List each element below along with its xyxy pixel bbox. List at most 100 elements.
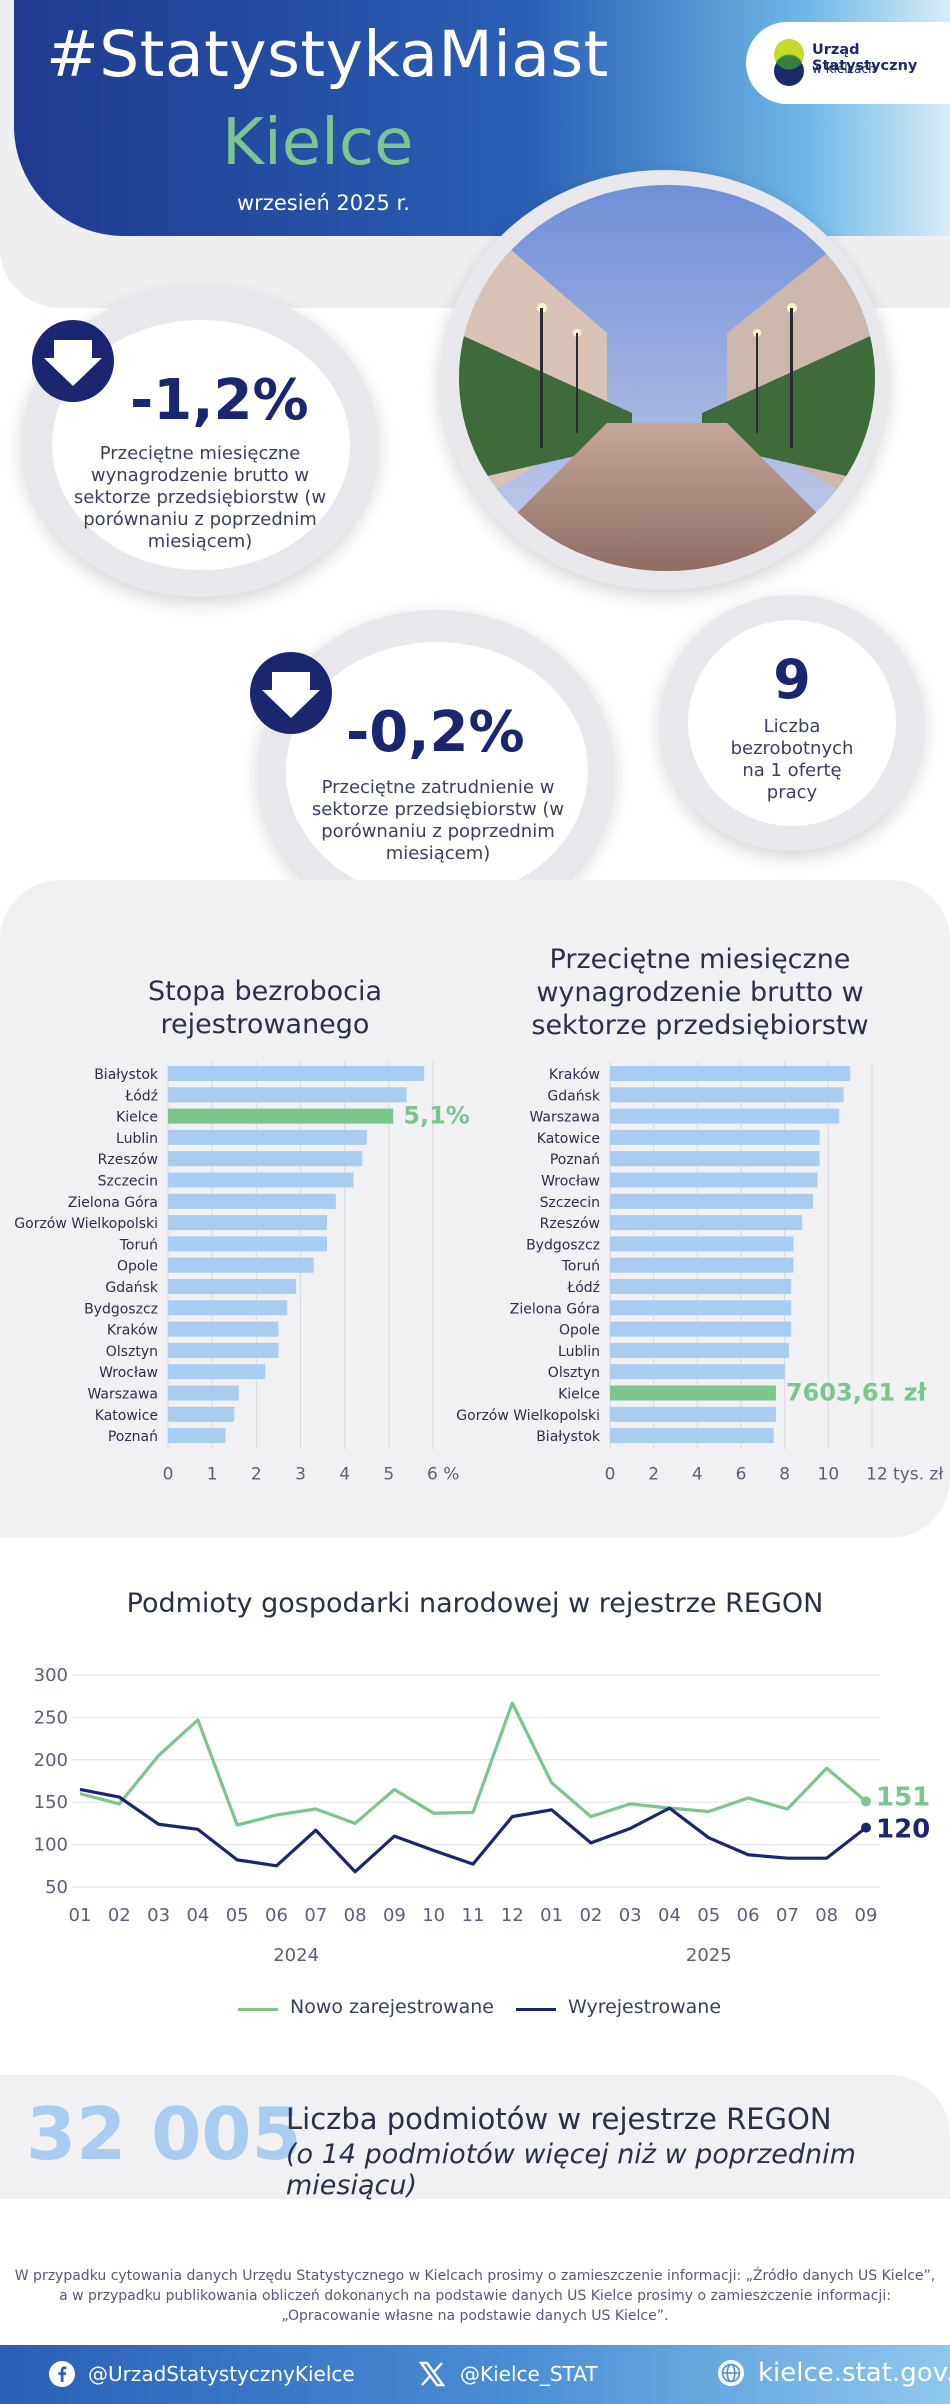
bar: [168, 1129, 367, 1145]
category-label: Lublin: [116, 1131, 158, 1147]
category-label: Rzeszów: [98, 1152, 158, 1168]
category-label: Rzeszów: [540, 1216, 600, 1232]
regon-total-box: [0, 2075, 950, 2199]
employment-kpi-card: [286, 642, 588, 900]
arrow-down-icon: [32, 320, 114, 402]
bar: [168, 1151, 363, 1167]
bar: [610, 1172, 818, 1188]
category-label: Gdańsk: [105, 1280, 158, 1296]
x-tick-label: 12: [501, 1905, 524, 1926]
category-label: Olsztyn: [106, 1344, 158, 1360]
series-end-point: [861, 1796, 871, 1807]
regon-total-value: 32 005: [26, 2092, 302, 2176]
category-label: Zielona Góra: [68, 1195, 158, 1211]
category-label: Gorzów Wielkopolski: [14, 1216, 158, 1232]
x-tick-label: 4: [692, 1464, 703, 1484]
city-name: Kielce: [222, 106, 414, 180]
category-label: Olsztyn: [548, 1365, 600, 1381]
x-tick-label: 08: [815, 1905, 838, 1926]
disclaimer-line: a w przypadku publikowania obliczeń doko…: [59, 2288, 891, 2304]
category-label: Toruń: [119, 1237, 158, 1253]
legend-swatch-deregistered: [516, 2008, 556, 2011]
category-label: Bydgoszcz: [84, 1301, 158, 1317]
facebook-handle: @UrzadStatystycznyKielce: [88, 2362, 355, 2386]
bar: [610, 1342, 790, 1358]
disclaimer-line: „Opracowanie własne na podstawie danych …: [281, 2308, 669, 2324]
category-label: Kraków: [107, 1323, 158, 1339]
category-label: Wrocław: [541, 1174, 600, 1190]
bar: [610, 1236, 794, 1252]
wage-chart-title: Przeciętne miesięczne wynagrodzenie brut…: [531, 944, 869, 1041]
bar: [610, 1406, 776, 1422]
bar: [168, 1321, 279, 1337]
x-tick-label: 03: [619, 1905, 642, 1926]
highlight-bar: [610, 1385, 776, 1401]
x-tick-label: 06: [737, 1905, 760, 1926]
x-icon: [418, 2361, 446, 2387]
category-label: Opole: [559, 1323, 600, 1339]
bar: [168, 1300, 288, 1316]
regon-total-label: Liczba podmiotów w rejestrze REGON: [286, 2102, 832, 2136]
x-tick-label: 02: [579, 1905, 602, 1926]
bar: [168, 1385, 239, 1401]
wage-change-description: Przeciętne miesięczne wynagrodzenie brut…: [73, 443, 327, 552]
x-tick-label: 5: [383, 1464, 394, 1484]
x-tick-label: 3: [295, 1464, 306, 1484]
x-tick-label: 09: [383, 1905, 406, 1926]
globe-icon: [718, 2360, 744, 2386]
category-label: Łódź: [124, 1088, 158, 1104]
arrow-down-icon: [250, 652, 332, 734]
legend-label-deregistered: Wyrejestrowane: [568, 1996, 722, 2018]
bar: [610, 1087, 844, 1103]
city-street-photo: [459, 185, 875, 571]
category-label: Katowice: [95, 1408, 158, 1424]
x-tick-label: 04: [658, 1905, 681, 1926]
year-label: 2024: [273, 1945, 319, 1965]
category-label: Poznań: [550, 1152, 600, 1168]
category-label: Białystok: [94, 1067, 159, 1083]
year-label: 2025: [686, 1945, 732, 1965]
website-link[interactable]: kielce.stat.gov.pl: [716, 2358, 950, 2388]
category-label: Kraków: [549, 1067, 600, 1083]
x-tick-label: 08: [344, 1905, 367, 1926]
x-tick-label: 03: [147, 1905, 170, 1926]
y-tick-label: 250: [34, 1707, 68, 1728]
bar: [168, 1066, 425, 1081]
facebook-icon: [49, 2361, 75, 2387]
x-tick-label: 10: [818, 1464, 840, 1484]
hashtag-title: #StatystykaMiast: [46, 18, 609, 91]
x-tick-label: 06: [265, 1905, 288, 1926]
regon-total-change: (o 14 podmiotów więcej niż w poprzednim …: [286, 2139, 856, 2201]
website-url: kielce.stat.gov.pl: [758, 2358, 950, 2388]
category-label: Szczecin: [98, 1174, 158, 1190]
bar: [610, 1257, 794, 1273]
category-label: Warszawa: [87, 1387, 158, 1403]
bar: [168, 1193, 336, 1209]
category-label: Zielona Góra: [510, 1301, 600, 1317]
logo-subtext: w Kielcach: [812, 62, 876, 76]
x-tick-label: 4: [339, 1464, 350, 1484]
employment-change-value: -0,2%: [346, 700, 525, 765]
bar: [610, 1300, 792, 1316]
highlight-value-label: 7603,61 zł: [786, 1379, 928, 1407]
x-tick-label: 2: [648, 1464, 659, 1484]
x-tick-label: 09: [855, 1905, 878, 1926]
series-end-label: 151: [876, 1782, 930, 1812]
category-label: Łódź: [566, 1280, 600, 1296]
regon-chart-title: Podmioty gospodarki narodowej w rejestrz…: [126, 1588, 824, 1619]
category-label: Wrocław: [99, 1365, 158, 1381]
category-label: Szczecin: [540, 1195, 600, 1211]
highlight-bar: [168, 1108, 394, 1124]
unemployment-bar-chart: 0 1 2 3 4 5 6 % Białystok Łódź Kielce 5,1% Lublin Rz…: [14, 1062, 470, 1484]
x-link[interactable]: @Kielce_STAT: [418, 2360, 598, 2388]
bar: [168, 1342, 279, 1358]
facebook-link[interactable]: @UrzadStatystycznyKielce: [48, 2360, 355, 2388]
bar: [610, 1364, 785, 1380]
bar: [168, 1279, 297, 1294]
x-tick-label: 0: [163, 1464, 174, 1484]
x-tick-label: 05: [697, 1905, 720, 1926]
bar: [610, 1279, 792, 1294]
bar: [610, 1321, 792, 1337]
x-tick-label: 12 tys. zł: [866, 1464, 943, 1484]
bar: [610, 1129, 820, 1145]
